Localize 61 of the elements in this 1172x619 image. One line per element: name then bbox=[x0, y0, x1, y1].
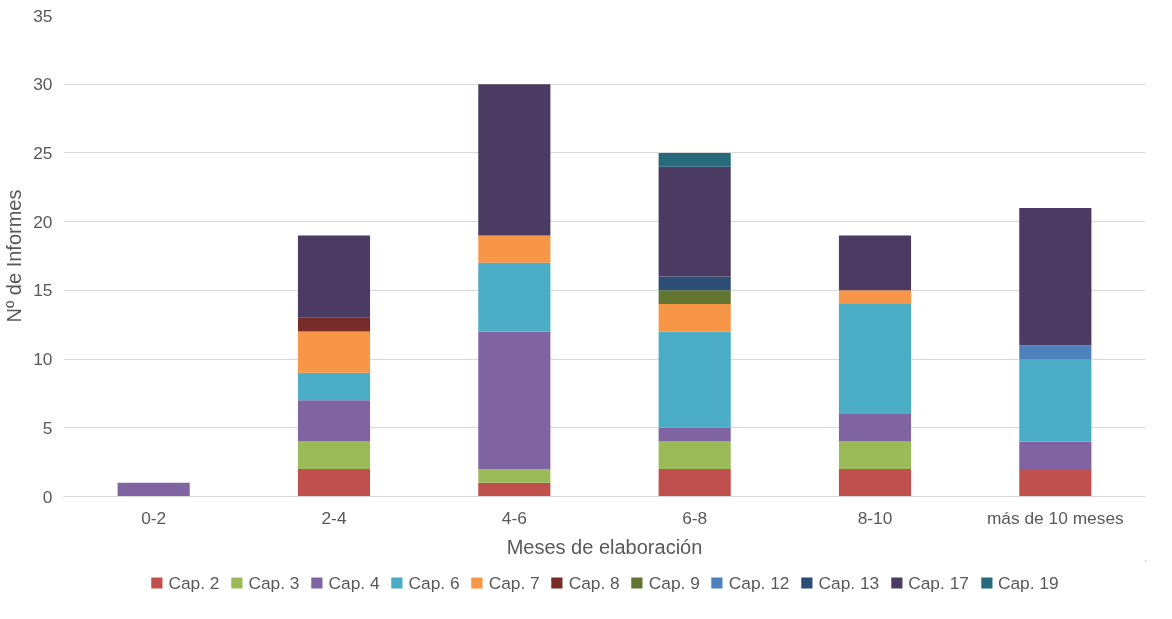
bar bbox=[1019, 359, 1092, 442]
y-tick-label: 5 bbox=[42, 417, 53, 438]
legend-label: Cap. 9 bbox=[648, 572, 700, 593]
bar bbox=[478, 235, 551, 263]
bar bbox=[658, 331, 731, 428]
legend-label: Cap. 19 bbox=[997, 572, 1059, 593]
bar bbox=[838, 469, 912, 497]
legend-label: Cap. 4 bbox=[328, 572, 380, 593]
bar bbox=[658, 441, 731, 470]
y-tick-label: 20 bbox=[33, 211, 53, 232]
bar bbox=[297, 469, 371, 497]
bar bbox=[838, 304, 912, 415]
x-tick-label: 8-10 bbox=[857, 507, 893, 528]
bar bbox=[1019, 469, 1092, 497]
legend-label: Cap. 17 bbox=[908, 572, 969, 593]
x-tick-label: más de 10 meses bbox=[986, 507, 1125, 528]
legend-label: Cap. 3 bbox=[248, 572, 300, 593]
bar bbox=[297, 372, 371, 401]
legend-label: Cap. 2 bbox=[168, 572, 220, 593]
bar bbox=[658, 276, 731, 291]
bar bbox=[658, 290, 731, 305]
bar bbox=[658, 166, 731, 277]
bar bbox=[478, 331, 551, 470]
legend-label: Cap. 13 bbox=[818, 572, 880, 593]
bar bbox=[658, 427, 731, 442]
bar bbox=[1019, 207, 1092, 346]
bar bbox=[658, 152, 731, 167]
bar bbox=[478, 84, 551, 236]
bar bbox=[1019, 441, 1092, 470]
y-tick-label: 0 bbox=[42, 486, 53, 507]
x-tick-label: 6-8 bbox=[682, 507, 708, 528]
bar bbox=[478, 469, 551, 483]
y-tick-label: 25 bbox=[33, 142, 53, 163]
x-tick-label: 4-6 bbox=[501, 507, 527, 528]
bar bbox=[838, 290, 912, 305]
bar bbox=[297, 235, 371, 318]
legend-label: Cap. 7 bbox=[488, 572, 540, 593]
x-tick-label: 0-2 bbox=[141, 507, 167, 528]
y-tick-label: 15 bbox=[33, 280, 53, 301]
x-axis-title: Meses de elaboración bbox=[506, 535, 703, 558]
bar bbox=[838, 414, 912, 442]
legend-label: Cap. 12 bbox=[728, 572, 790, 593]
y-tick-label: 35 bbox=[33, 5, 53, 26]
bar bbox=[297, 317, 371, 332]
bar bbox=[658, 469, 731, 497]
bar bbox=[297, 331, 371, 373]
legend-label: Cap. 6 bbox=[408, 572, 460, 593]
bar bbox=[658, 304, 731, 332]
bar bbox=[1019, 345, 1092, 360]
bar bbox=[117, 482, 190, 497]
y-tick-label: 30 bbox=[33, 74, 53, 95]
bar bbox=[297, 400, 371, 442]
legend-label: Cap. 8 bbox=[568, 572, 620, 593]
y-tick-label: 10 bbox=[33, 349, 53, 370]
bar bbox=[838, 235, 912, 291]
bar bbox=[838, 441, 912, 470]
x-tick-label: 2-4 bbox=[321, 507, 347, 528]
bar bbox=[478, 482, 551, 497]
bar bbox=[478, 262, 551, 332]
y-axis-title: Nº de Informes bbox=[3, 189, 26, 323]
bar bbox=[297, 441, 371, 470]
